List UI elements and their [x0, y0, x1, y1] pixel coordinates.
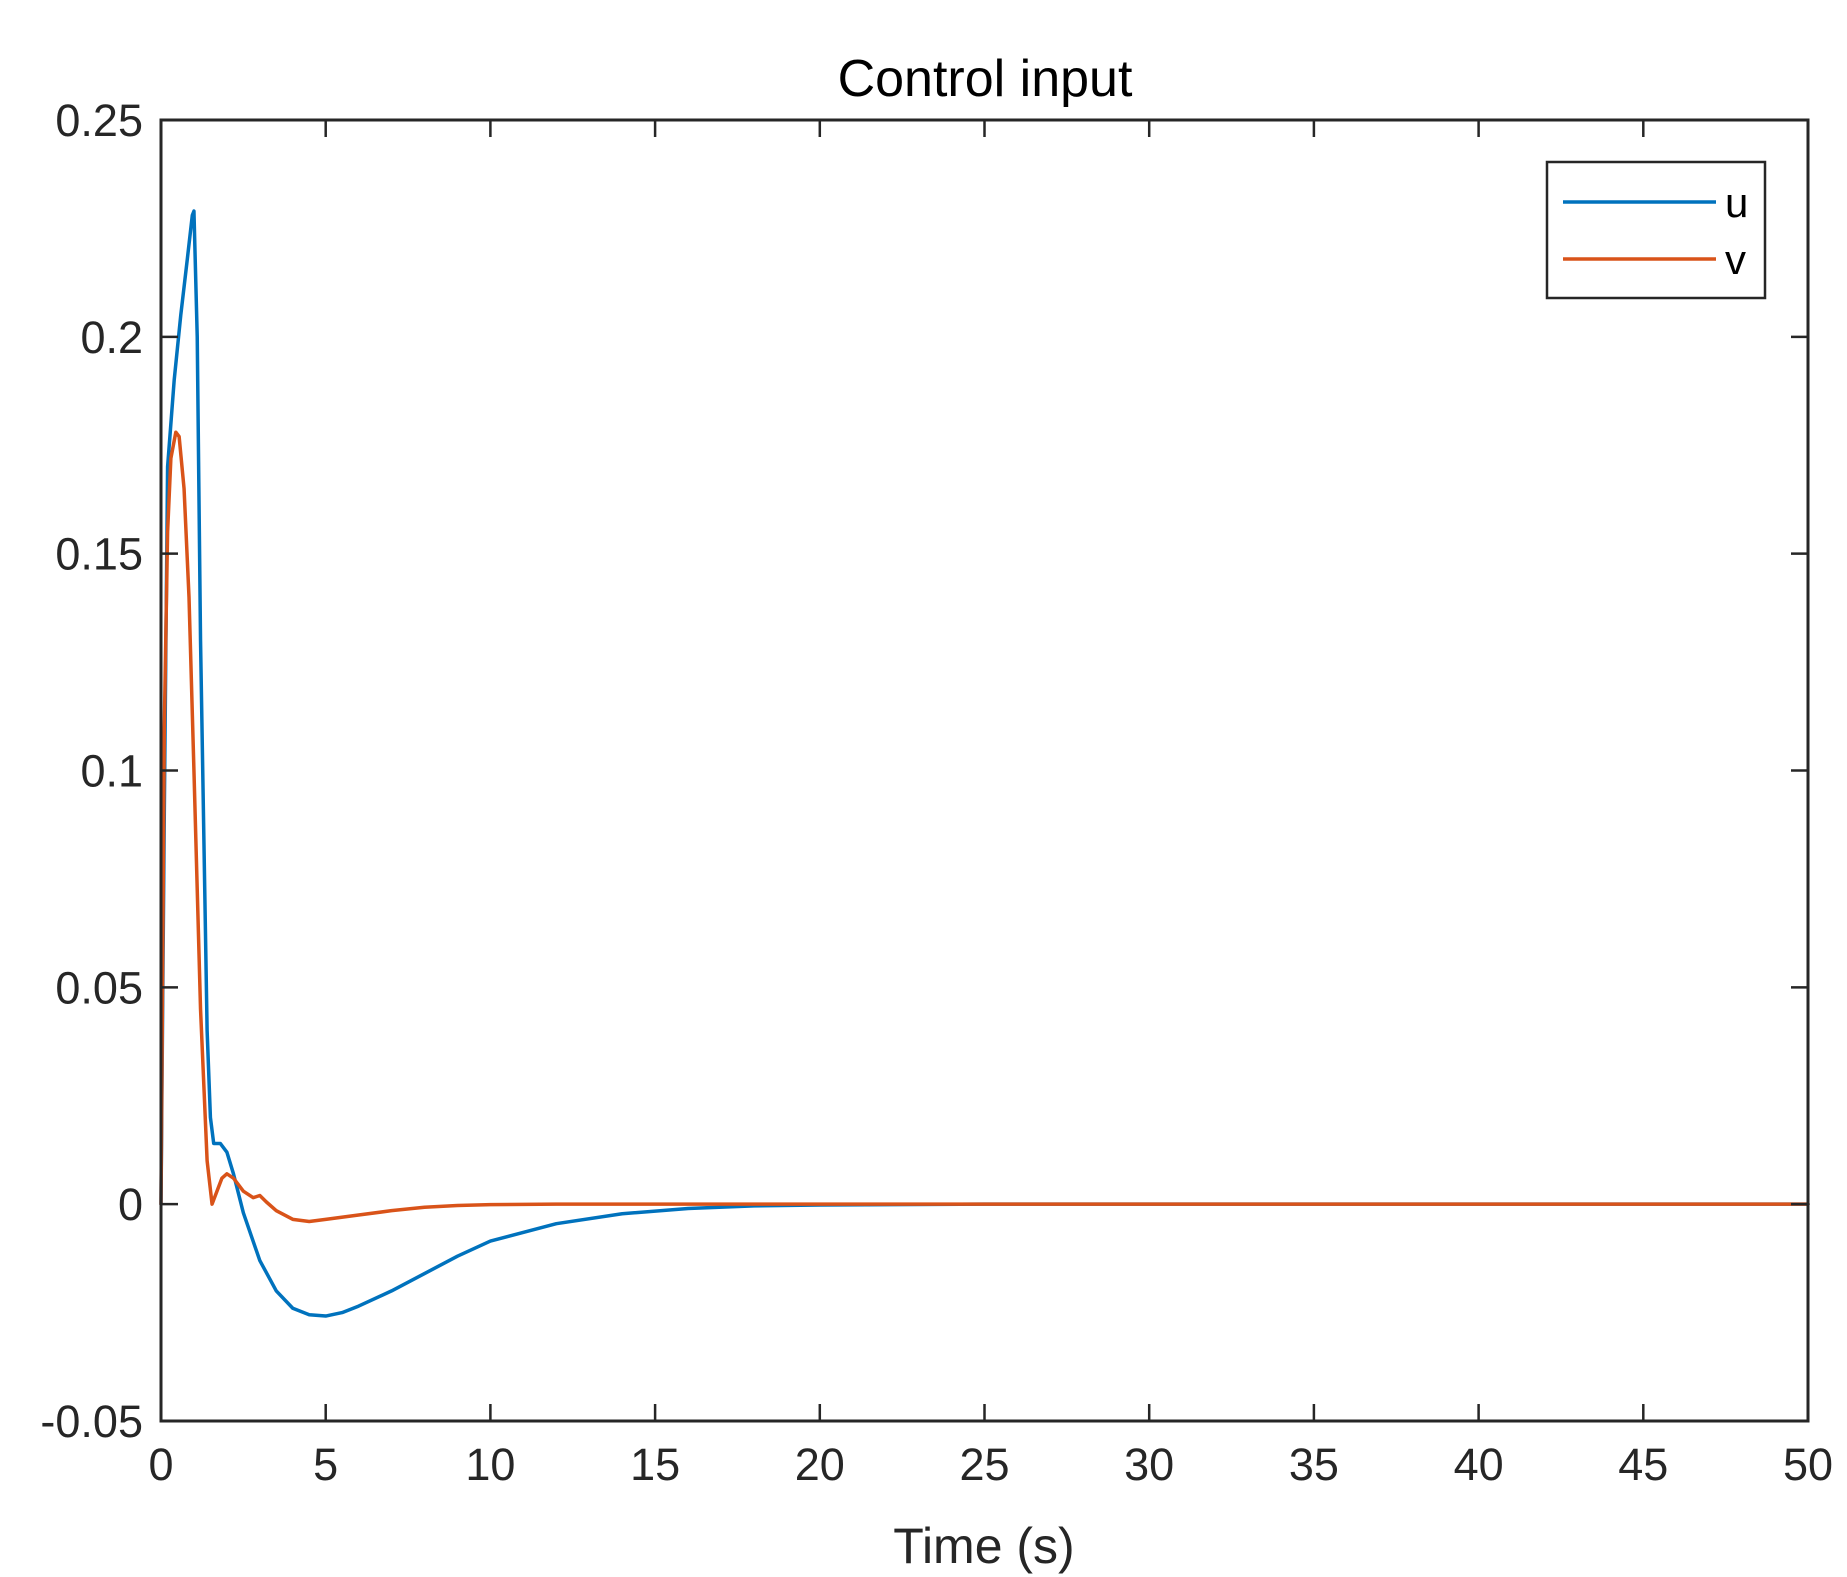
x-axis-title: Time (s): [893, 1518, 1074, 1574]
x-tick-label: 50: [1783, 1439, 1833, 1490]
legend-label-u: u: [1725, 179, 1748, 226]
y-tick-label: 0.2: [80, 312, 143, 363]
legend-box: [1545, 160, 1767, 300]
x-tick-label: 45: [1618, 1439, 1668, 1490]
legend-label-v: v: [1725, 236, 1746, 283]
series-line-v: [159, 430, 1810, 1224]
y-tick-label: 0: [118, 1179, 143, 1230]
x-tick-label: 40: [1454, 1439, 1504, 1490]
y-tick-label: 0.1: [80, 746, 143, 797]
plot-area: [161, 120, 1808, 1421]
x-tick-label: 20: [795, 1439, 845, 1490]
legend: u v: [1545, 160, 1767, 300]
series-layer: [159, 209, 1810, 1318]
x-tick-label: 5: [313, 1439, 338, 1490]
x-tick-label: 0: [148, 1439, 173, 1490]
axes-frame: [159, 118, 1810, 1423]
x-tick-label: 30: [1124, 1439, 1174, 1490]
y-tick-label: -0.05: [40, 1396, 143, 1447]
x-tick-label: 25: [959, 1439, 1009, 1490]
x-tick-label: 35: [1289, 1439, 1339, 1490]
y-tick-label: 0.25: [55, 95, 143, 146]
tick-layer: 0 5 10 15 20 25 30 35 40 45 50-0.0500.050.10.150.2…: [40, 95, 1833, 1490]
x-tick-label: 15: [630, 1439, 680, 1490]
y-tick-label: 0.15: [55, 529, 143, 580]
x-tick-label: 10: [465, 1439, 515, 1490]
y-tick-label: 0.05: [55, 962, 143, 1013]
chart-title: Control input: [838, 50, 1133, 108]
